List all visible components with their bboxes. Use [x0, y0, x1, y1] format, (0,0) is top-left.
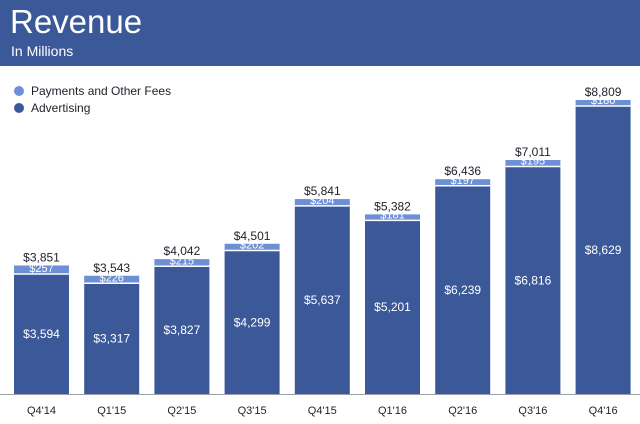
data-label-total: $3,543 [93, 261, 130, 275]
bar-payments [14, 265, 69, 275]
bar-payments [505, 160, 561, 167]
bar-advertising [365, 220, 420, 394]
bar-payments [294, 199, 350, 206]
data-label-payments: $215 [170, 255, 194, 267]
x-tick-label: Q3'16 [518, 405, 547, 417]
x-tick-label: Q1'16 [378, 405, 407, 417]
data-label-total: $5,841 [304, 184, 341, 198]
legend-swatch-advertising [14, 102, 24, 113]
bar-advertising [575, 106, 631, 394]
data-label-total: $8,809 [585, 85, 622, 99]
bar-advertising [154, 266, 210, 394]
x-tick-label: Q4'16 [589, 405, 618, 417]
bar-payments [84, 275, 140, 284]
bar-advertising [224, 250, 280, 394]
data-label-advertising: $6,816 [515, 273, 552, 287]
bar-advertising [84, 283, 140, 394]
legend-item-payments: Payments and Other Fees [14, 82, 171, 99]
legend-item-advertising: Advertising [14, 99, 171, 116]
x-tick-label: Q3'15 [238, 405, 267, 417]
x-tick-label: Q4'14 [27, 405, 56, 417]
data-label-advertising: $8,629 [585, 243, 622, 257]
data-label-payments: $257 [29, 263, 53, 275]
chart-title: Revenue [10, 3, 143, 40]
x-tick-label: Q1'15 [97, 405, 126, 417]
data-label-advertising: $5,637 [304, 293, 341, 307]
bar-payments [435, 179, 491, 186]
data-label-total: $4,042 [164, 244, 201, 258]
x-tick-label: Q2'15 [167, 405, 196, 417]
bar-advertising [505, 166, 561, 394]
data-label-total: $4,501 [234, 229, 271, 243]
data-label-total: $3,851 [23, 250, 60, 264]
chart-header: Revenue In Millions [0, 0, 640, 66]
data-label-total: $7,011 [515, 145, 551, 159]
legend-label-payments: Payments and Other Fees [31, 83, 172, 98]
x-tick-label: Q2'16 [448, 405, 477, 417]
chart-legend: Payments and Other Fees Advertising [14, 82, 171, 116]
data-label-advertising: $3,317 [93, 332, 130, 346]
data-label-advertising: $5,201 [374, 300, 411, 314]
data-label-advertising: $3,827 [164, 323, 201, 337]
data-label-advertising: $6,239 [444, 283, 481, 297]
bar-advertising [435, 185, 491, 394]
data-label-payments: $197 [450, 175, 474, 187]
chart-subtitle: In Millions [11, 43, 74, 59]
legend-swatch-payments [14, 85, 24, 96]
data-label-advertising: $4,299 [234, 315, 271, 329]
legend-label-advertising: Advertising [31, 100, 91, 115]
data-label-payments: $226 [99, 272, 123, 284]
data-label-payments: $195 [521, 156, 545, 168]
bar-payments [154, 259, 210, 267]
bar-payments [224, 243, 280, 251]
data-label-payments: $202 [240, 240, 264, 252]
data-label-total: $5,382 [374, 199, 411, 213]
bar-advertising [14, 274, 69, 394]
data-label-payments: $180 [591, 95, 615, 107]
bar-payments [365, 214, 420, 221]
data-label-payments: $181 [380, 209, 404, 221]
bar-advertising [294, 205, 350, 394]
bar-payments [575, 100, 631, 107]
x-tick-label: Q4'15 [308, 405, 337, 417]
data-label-total: $6,436 [444, 164, 481, 178]
data-label-advertising: $3,594 [23, 327, 60, 341]
data-label-payments: $204 [310, 195, 334, 207]
